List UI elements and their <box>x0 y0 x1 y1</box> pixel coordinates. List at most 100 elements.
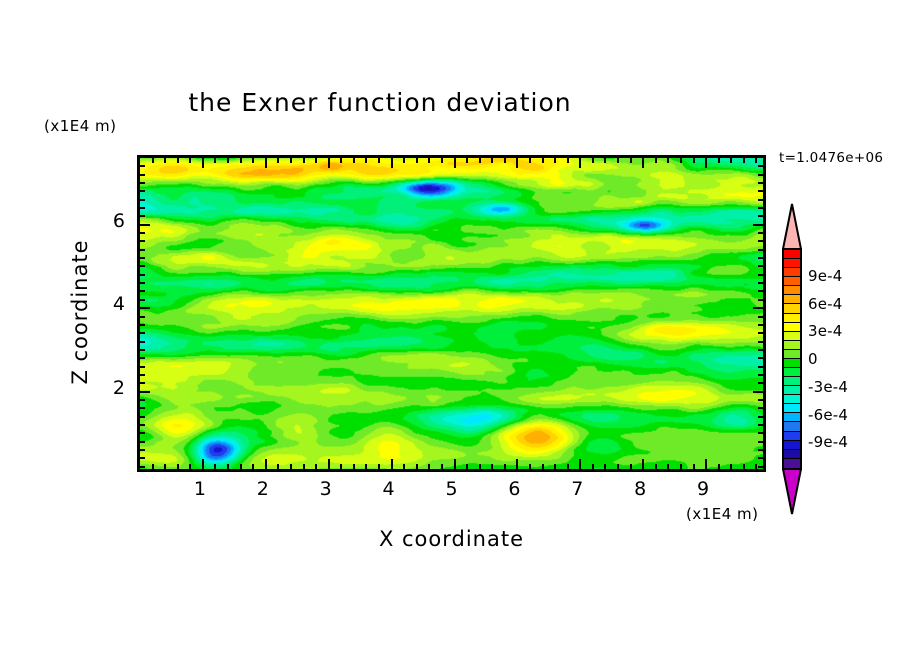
y-tick <box>140 382 145 385</box>
colorbar-band <box>784 331 800 341</box>
x-tick <box>227 464 230 469</box>
x-tick <box>189 464 192 469</box>
colorbar-band <box>784 286 800 296</box>
colorbar-band <box>784 440 800 450</box>
x-tick <box>692 464 695 469</box>
x-tick <box>378 464 381 469</box>
colorbar-band <box>784 413 800 423</box>
colorbar-band <box>784 386 800 396</box>
x-tick <box>742 158 745 163</box>
y-tick <box>140 273 145 276</box>
y-tick <box>758 273 763 276</box>
y-tick <box>758 348 763 351</box>
y-tick <box>140 432 145 435</box>
colorbar-band <box>784 259 800 269</box>
colorbar-band <box>784 313 800 323</box>
x-tick <box>604 158 607 163</box>
y-tick <box>758 265 763 268</box>
y-tick <box>758 315 763 318</box>
y-tick <box>140 315 145 318</box>
colorbar-tick-label: 0 <box>808 350 818 368</box>
x-tick <box>176 158 179 163</box>
y-tick <box>140 348 145 351</box>
x-tick <box>164 464 167 469</box>
colorbar-band <box>784 368 800 378</box>
x-tick-label: 3 <box>319 478 332 500</box>
colorbar-band <box>784 358 800 369</box>
y-tick <box>758 340 763 343</box>
time-annotation: t=1.0476e+06 <box>779 150 884 166</box>
x-tick <box>176 464 179 469</box>
colorbar-band <box>784 322 800 332</box>
x-tick <box>164 158 167 163</box>
x-tick <box>503 158 506 163</box>
x-tick <box>365 464 368 469</box>
x-tick <box>679 464 682 469</box>
x-tick <box>591 464 594 469</box>
x-tick-label: 6 <box>508 478 521 500</box>
y-tick <box>758 182 763 185</box>
y-tick <box>758 415 763 418</box>
x-tick <box>705 158 708 168</box>
colorbar-bands <box>782 248 802 470</box>
colorbar-band <box>784 377 800 387</box>
x-tick <box>642 459 645 469</box>
x-tick <box>289 464 292 469</box>
y-tick <box>140 190 145 193</box>
x-tick <box>491 158 494 163</box>
x-tick <box>252 464 255 469</box>
x-tick <box>239 464 242 469</box>
x-tick <box>591 158 594 163</box>
x-tick <box>403 464 406 469</box>
y-tick <box>758 173 763 176</box>
y-tick <box>758 198 763 201</box>
x-tick <box>528 158 531 163</box>
x-tick <box>289 158 292 163</box>
x-tick <box>629 158 632 163</box>
y-tick <box>140 207 145 210</box>
x-tick <box>478 158 481 163</box>
y-tick <box>140 223 150 226</box>
x-axis-unit-label: (x1E4 m) <box>686 505 759 523</box>
colorbar-band <box>784 250 800 260</box>
y-tick <box>753 307 763 310</box>
z-axis-unit-label: (x1E4 m) <box>44 117 117 135</box>
x-tick <box>730 464 733 469</box>
x-tick <box>340 158 343 163</box>
x-tick-label: 5 <box>445 478 458 500</box>
colorbar-band <box>784 295 800 305</box>
x-tick <box>554 158 557 163</box>
colorbar-under-arrow <box>782 468 802 515</box>
x-tick <box>415 158 418 163</box>
y-tick <box>758 282 763 285</box>
x-tick-label: 4 <box>382 478 395 500</box>
contour-plot-area <box>137 155 766 472</box>
y-tick <box>140 390 150 393</box>
y-tick <box>140 323 145 326</box>
x-tick <box>453 158 456 168</box>
x-tick <box>604 464 607 469</box>
x-tick-label: 1 <box>193 478 206 500</box>
x-tick-label: 7 <box>571 478 584 500</box>
x-tick <box>378 158 381 163</box>
colorbar-tick-label: -3e-4 <box>808 377 849 396</box>
y-tick <box>758 465 763 468</box>
x-tick-label: 2 <box>256 478 269 500</box>
x-tick <box>340 464 343 469</box>
x-tick <box>264 459 267 469</box>
x-tick <box>566 158 569 163</box>
y-tick <box>758 248 763 251</box>
y-tick <box>758 407 763 410</box>
page-title: the Exner function deviation <box>188 88 572 117</box>
y-tick <box>140 415 145 418</box>
y-tick <box>140 423 145 426</box>
x-tick <box>264 158 267 168</box>
x-tick <box>717 158 720 163</box>
y-tick <box>140 182 145 185</box>
y-tick <box>140 265 145 268</box>
y-tick <box>140 257 145 260</box>
x-tick <box>453 459 456 469</box>
y-tick <box>758 240 763 243</box>
x-tick <box>214 158 217 163</box>
y-tick <box>758 432 763 435</box>
